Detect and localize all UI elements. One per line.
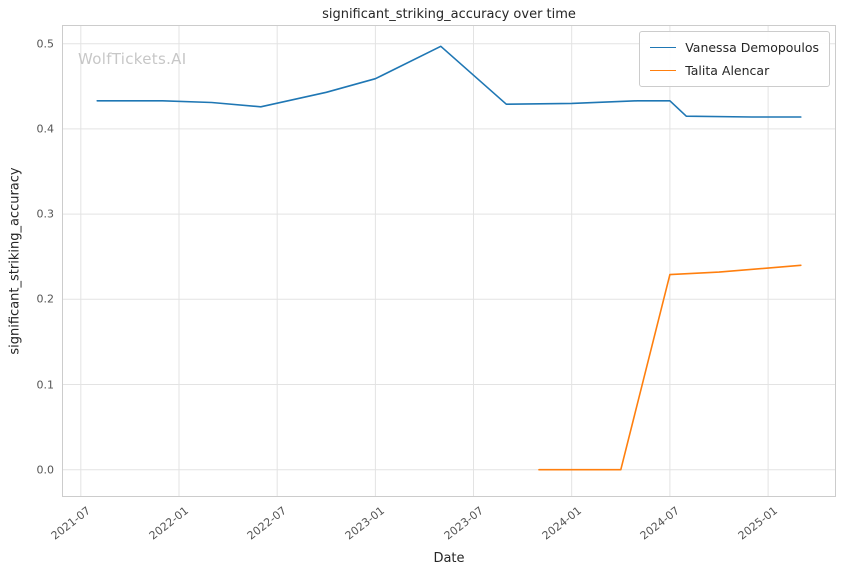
legend-line-swatch — [650, 70, 677, 71]
legend-line-swatch — [650, 47, 677, 48]
y-tick-label: 0.1 — [36, 378, 55, 392]
x-tick-label: 2022-07 — [244, 504, 290, 543]
legend-label: Vanessa Demopoulos — [685, 40, 819, 55]
x-tick-label: 2021-07 — [48, 504, 93, 543]
plot-area: WolfTickets.AI Vanessa Demopoulos Talita … — [62, 25, 836, 497]
series-line-talita-alencar — [538, 264, 802, 471]
x-tick-label: 2023-01 — [343, 504, 388, 543]
axes-border — [62, 25, 836, 497]
legend: Vanessa Demopoulos Talita Alencar — [639, 31, 830, 87]
x-tick-label: 2024-07 — [637, 504, 682, 543]
y-tick-label: 0.0 — [36, 463, 55, 477]
legend-label: Talita Alencar — [685, 63, 770, 78]
y-tick-label: 0.2 — [36, 292, 55, 306]
y-tick-label: 0.5 — [36, 37, 55, 51]
y-axis-label: significant_striking_accuracy — [7, 167, 23, 355]
y-tick-label: 0.4 — [36, 122, 55, 136]
x-tick-label: 2022-01 — [146, 504, 192, 543]
series-line-vanessa-demopoulos — [96, 45, 802, 118]
x-tick-label: 2024-01 — [539, 504, 584, 543]
chart-title: significant_striking_accuracy over time — [322, 7, 576, 22]
legend-entry: Talita Alencar — [650, 63, 819, 78]
x-tick-label: 2023-07 — [441, 504, 486, 543]
plot-canvas — [62, 25, 836, 497]
x-tick-label: 2025-01 — [735, 504, 781, 543]
legend-entry: Vanessa Demopoulos — [650, 40, 819, 55]
y-tick-label: 0.3 — [36, 207, 55, 221]
watermark: WolfTickets.AI — [78, 50, 187, 68]
x-axis-label: Date — [433, 551, 465, 566]
